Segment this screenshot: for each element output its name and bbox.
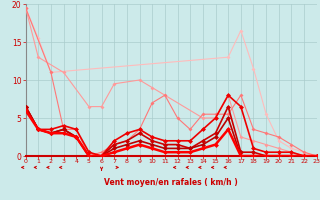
- X-axis label: Vent moyen/en rafales ( km/h ): Vent moyen/en rafales ( km/h ): [104, 178, 238, 187]
